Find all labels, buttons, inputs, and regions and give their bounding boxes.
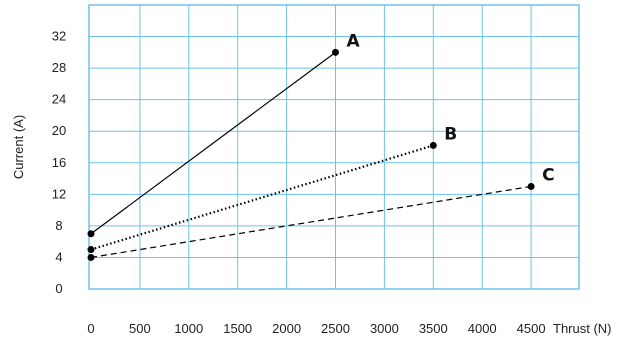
x-axis-label: Thrust (N): [553, 321, 612, 336]
y-tick-label: 24: [52, 92, 66, 107]
plot-frame: [88, 4, 580, 290]
x-tick-label: 3000: [370, 321, 399, 336]
data-point-a-0: [87, 230, 95, 238]
x-tick-label: 2500: [321, 321, 350, 336]
x-tick-label: 4500: [517, 321, 546, 336]
x-tick-label: 3500: [419, 321, 448, 336]
data-point-b-1: [429, 141, 437, 149]
y-tick-label: 4: [55, 249, 62, 264]
data-point-b-0: [87, 246, 95, 254]
series-line-a: [90, 51, 336, 235]
y-axis-label: Current (A): [11, 115, 26, 179]
x-axis-ticks: 0 500 1000 1500 2000 2500 3000 3500 4000 4500: [87, 321, 545, 336]
y-tick-label: 28: [52, 60, 66, 75]
x-tick-label: 1500: [223, 321, 252, 336]
x-tick-label: 1000: [174, 321, 203, 336]
y-tick-label: 16: [52, 155, 66, 170]
series-label-a: A: [347, 31, 361, 51]
grid: [89, 5, 579, 290]
x-tick-label: 2000: [272, 321, 301, 336]
x-tick-label: 4000: [468, 321, 497, 336]
y-tick-label: 0: [55, 281, 62, 296]
data-point-c-0: [87, 253, 95, 261]
x-tick-label: 0: [87, 321, 94, 336]
y-tick-label: 8: [55, 218, 62, 233]
series-label-c: C: [542, 165, 554, 185]
y-tick-label: 20: [52, 123, 66, 138]
series-line-c: [90, 185, 532, 259]
y-tick-label: 12: [52, 186, 66, 201]
data-point-c-1: [527, 182, 535, 190]
series-label-b: B: [444, 124, 457, 144]
series-line-b: [90, 144, 434, 251]
y-tick-label: 32: [52, 29, 66, 44]
data-point-a-1: [332, 48, 339, 56]
x-tick-label: 500: [129, 321, 151, 336]
series-group: A B C: [87, 31, 555, 261]
y-axis-ticks: 0 4 8 12 16 20 24 28 32: [52, 29, 66, 296]
